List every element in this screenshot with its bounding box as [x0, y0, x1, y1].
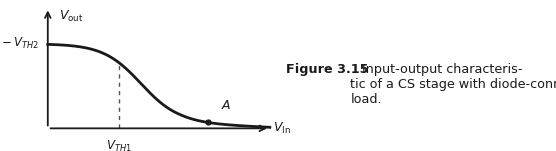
Text: $\mathit{A}$: $\mathit{A}$: [221, 99, 232, 112]
Text: $\mathit{V}_{\mathrm{In}}$: $\mathit{V}_{\mathrm{In}}$: [272, 121, 290, 136]
Text: Input-output characteris-
tic of a CS stage with diode-connected
load.: Input-output characteris- tic of a CS st…: [350, 63, 556, 106]
Text: $\mathit{V}_{DD} - \mathit{V}_{TH2}$: $\mathit{V}_{DD} - \mathit{V}_{TH2}$: [0, 36, 39, 51]
Text: $\mathit{V}_{TH1}$: $\mathit{V}_{TH1}$: [106, 139, 132, 151]
Text: $\mathit{V}_{\mathrm{out}}$: $\mathit{V}_{\mathrm{out}}$: [59, 9, 83, 24]
Text: Figure 3.15: Figure 3.15: [286, 63, 369, 76]
